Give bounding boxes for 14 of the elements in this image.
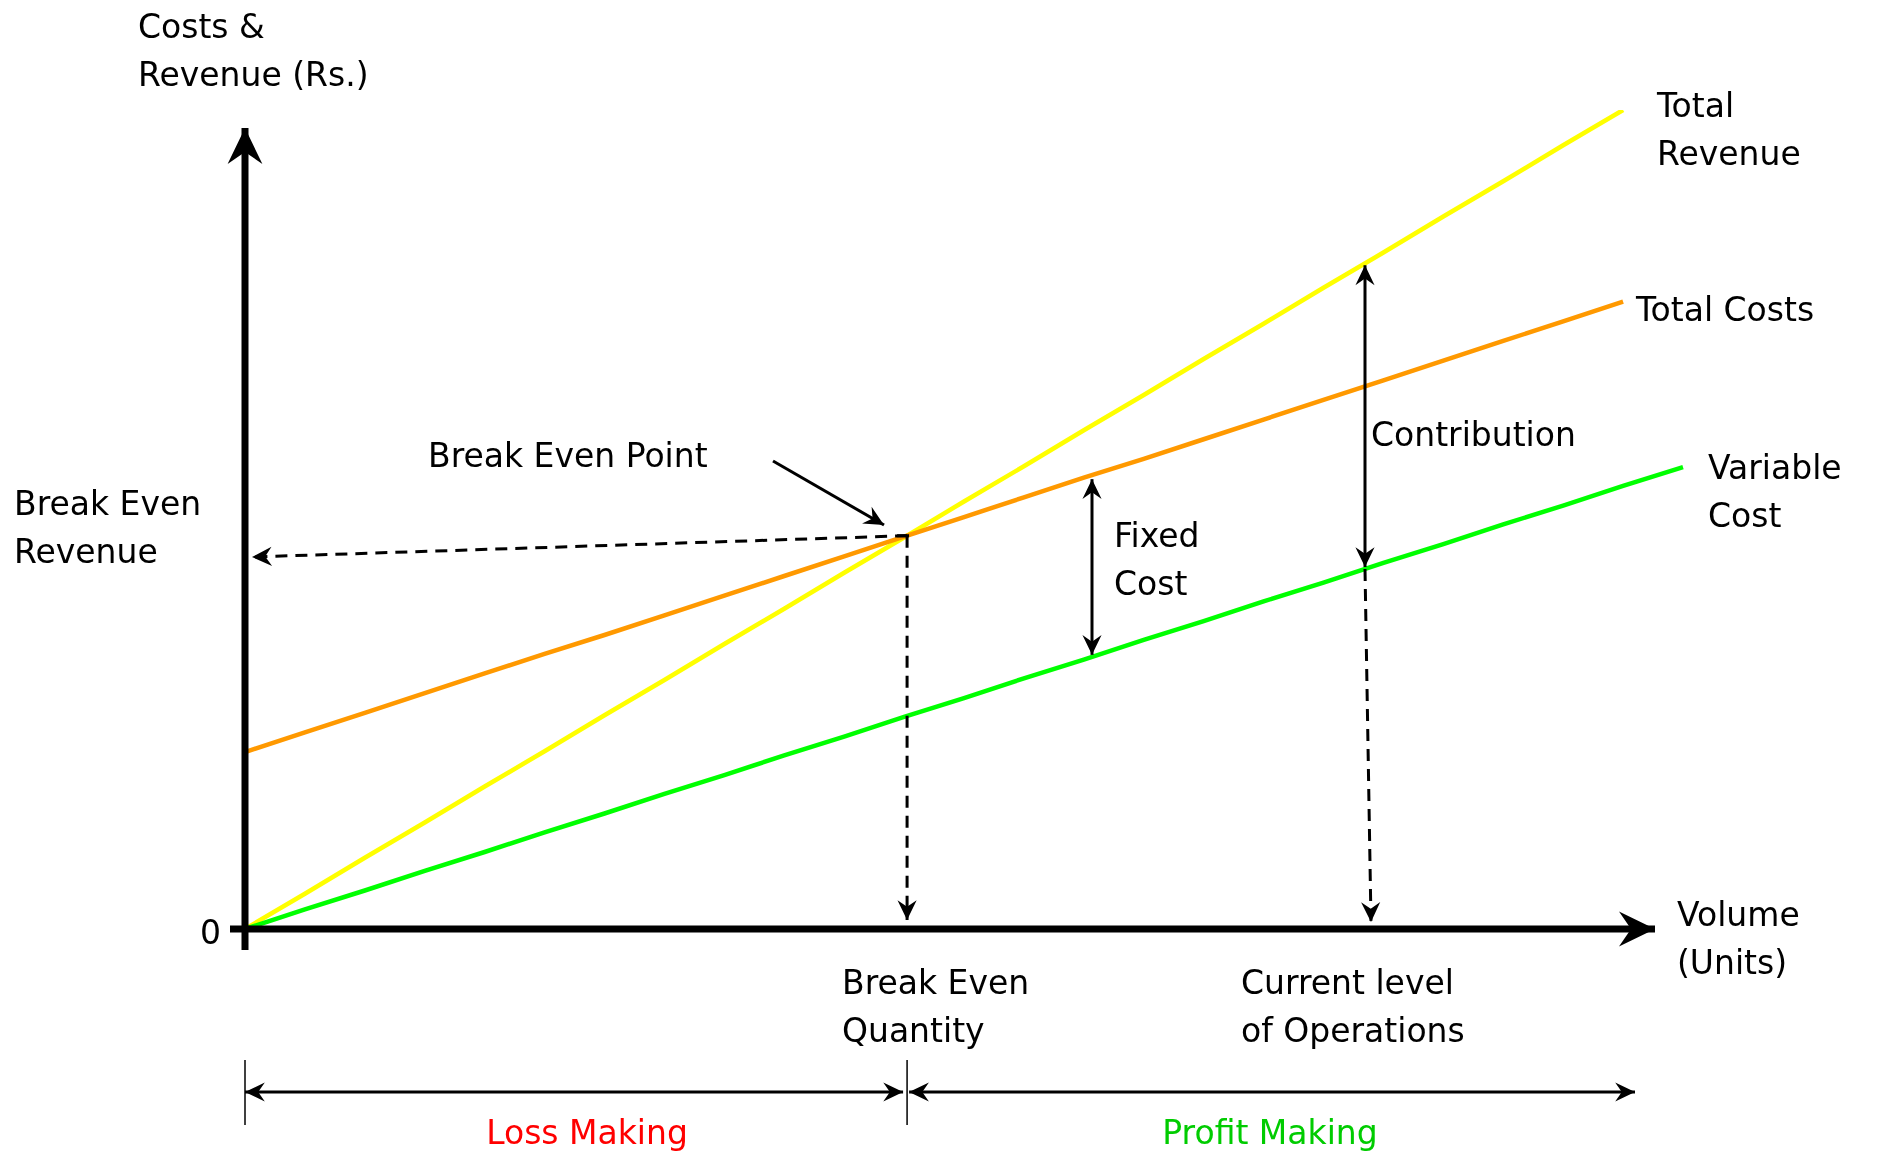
series-label: Variable Cost xyxy=(1708,448,1842,535)
x-axis-title: Volume (Units) xyxy=(1677,895,1800,982)
y-axis-title: Costs & Revenue (Rs.) xyxy=(138,7,369,94)
text: Break Even Revenue xyxy=(14,484,202,571)
annotation: Fixed Cost xyxy=(1114,516,1200,603)
series-label: Total Revenue xyxy=(1656,86,1801,173)
annotation: Break Even Point xyxy=(428,436,708,475)
annotation: Contribution xyxy=(1371,415,1576,454)
text: Profit Making xyxy=(1162,1113,1378,1152)
annotation: 0 xyxy=(200,913,221,952)
text: Break Even Quantity xyxy=(842,963,1030,1050)
text: Current level of Operations xyxy=(1241,963,1465,1050)
text: Loss Making xyxy=(486,1113,688,1152)
series-label: Total Costs xyxy=(1635,290,1815,329)
